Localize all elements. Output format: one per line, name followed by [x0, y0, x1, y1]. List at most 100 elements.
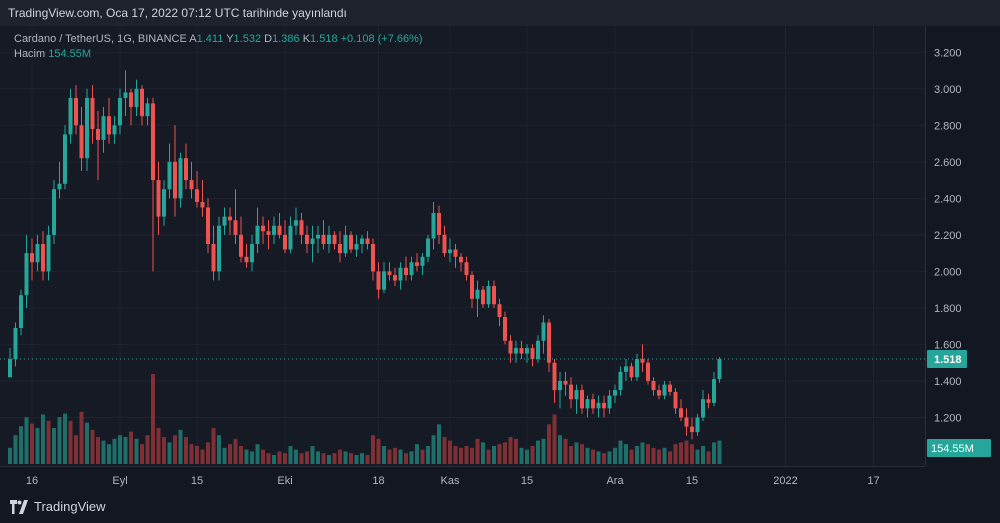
tradingview-logo[interactable]: TradingView [10, 499, 106, 514]
candle-body [189, 180, 194, 190]
candle-body [684, 417, 689, 427]
time-tick-label: 2022 [773, 475, 797, 487]
candle-body [525, 348, 529, 354]
candle-body [79, 125, 84, 159]
volume-bar [486, 449, 491, 464]
candle-body [195, 189, 199, 202]
candle-body [277, 225, 282, 235]
tradingview-logo-icon [10, 499, 28, 514]
volume-bar [547, 424, 551, 464]
volume-bar [596, 451, 601, 464]
volume-bar [222, 447, 227, 464]
candle-body [574, 390, 579, 400]
candle-body [178, 158, 183, 199]
candle-body [651, 380, 656, 391]
volume-bar [635, 446, 639, 464]
volume-bar [200, 449, 205, 464]
legend-volume-label[interactable]: Hacim [14, 48, 46, 60]
candle-body [90, 97, 95, 129]
candle-body [717, 359, 722, 380]
candle-body [481, 289, 485, 305]
candle-body [679, 408, 683, 418]
candle-body [541, 322, 546, 341]
price-tick-label: 2.800 [934, 120, 962, 132]
volume-bar [96, 437, 100, 464]
volume-bar [382, 446, 386, 464]
time-tick-label: 15 [686, 475, 698, 487]
volume-bar [305, 451, 309, 464]
price-tick-label: 3.200 [934, 47, 962, 59]
candle-body [519, 348, 524, 354]
volume-bar [525, 449, 529, 464]
candle-body [57, 183, 62, 190]
volume-bar [503, 442, 507, 464]
candle-body [376, 271, 381, 290]
candle-body [404, 267, 408, 276]
time-tick-label: Ara [606, 475, 624, 487]
legend-low-label: D [264, 33, 273, 45]
volume-bar [398, 449, 403, 464]
volume-bar [316, 451, 320, 464]
chart-area[interactable] [0, 26, 925, 466]
candle-body [299, 220, 304, 235]
candle-body [371, 244, 375, 272]
volume-bar [162, 437, 166, 464]
volume-bar [332, 453, 337, 464]
time-axis[interactable]: 16 Eyl 15 Eki 18 Kas 15 Ara 15 2022 17 [0, 466, 925, 493]
candle-body [112, 125, 117, 135]
time-axis-svg: 16 Eyl 15 Eki 18 Kas 15 Ara 15 2022 17 [26, 475, 880, 487]
legend-line-volume: Hacim 154.55M [14, 47, 423, 62]
volume-bar [475, 438, 480, 464]
volume-bar [321, 453, 326, 464]
candle-body [536, 340, 540, 360]
candle-body [415, 262, 419, 266]
candle-body [140, 88, 144, 117]
candle-body [585, 399, 590, 409]
time-tick-label: 18 [372, 475, 384, 487]
legend-high-value: 1.532 [233, 33, 262, 45]
legend-symbol[interactable]: Cardano / TetherUS, 1G, BINANCE [14, 33, 187, 45]
volume-bar [250, 451, 254, 464]
candle-body [448, 249, 452, 254]
time-tick-label: 17 [867, 475, 879, 487]
price-axis[interactable]: 1.200 1.400 1.600 1.800 2.000 2.200 2.400 2.600… [925, 26, 1000, 466]
candle-body [343, 234, 348, 254]
volume-bar [129, 431, 133, 464]
volume-bar [123, 437, 128, 464]
price-tick-label: 2.000 [934, 266, 962, 278]
candle-body [233, 220, 238, 235]
legend-high-label: Y [226, 33, 234, 45]
candle-body [30, 253, 34, 263]
candle-body [475, 289, 480, 299]
volume-bar [266, 453, 271, 464]
volume-bar [530, 446, 535, 464]
candle-body [145, 103, 150, 117]
candle-body [618, 371, 623, 391]
candle-body [266, 231, 271, 235]
volume-bar [68, 420, 73, 464]
volume-bar [167, 442, 172, 464]
candle-body [657, 390, 661, 396]
volume-bar [404, 453, 408, 464]
candle-body [211, 244, 216, 272]
legend-volume-value: 154.55M [48, 48, 92, 60]
volume-bar [140, 444, 144, 464]
candle-body [255, 225, 260, 244]
volume-bar [420, 449, 425, 464]
volume-bar [206, 442, 210, 464]
volume-bar [613, 447, 617, 464]
volume-bar [35, 428, 40, 464]
volume-bar [717, 440, 722, 464]
candle-body [382, 271, 386, 290]
candle-body [305, 234, 309, 244]
price-tick-label: 1.800 [934, 303, 962, 315]
volume-bar [585, 447, 590, 464]
volume-bar [107, 444, 111, 464]
candle-body [613, 390, 617, 396]
candlestick-chart[interactable] [0, 26, 925, 466]
time-tick-label: Eyl [112, 475, 127, 487]
candle-body [217, 225, 221, 272]
chart-legend: Cardano / TetherUS, 1G, BINANCE A1.411 Y… [14, 32, 423, 62]
price-axis-svg: 1.200 1.400 1.600 1.800 2.000 2.200 2.400 2.600… [927, 47, 991, 457]
volume-bar [57, 417, 62, 464]
